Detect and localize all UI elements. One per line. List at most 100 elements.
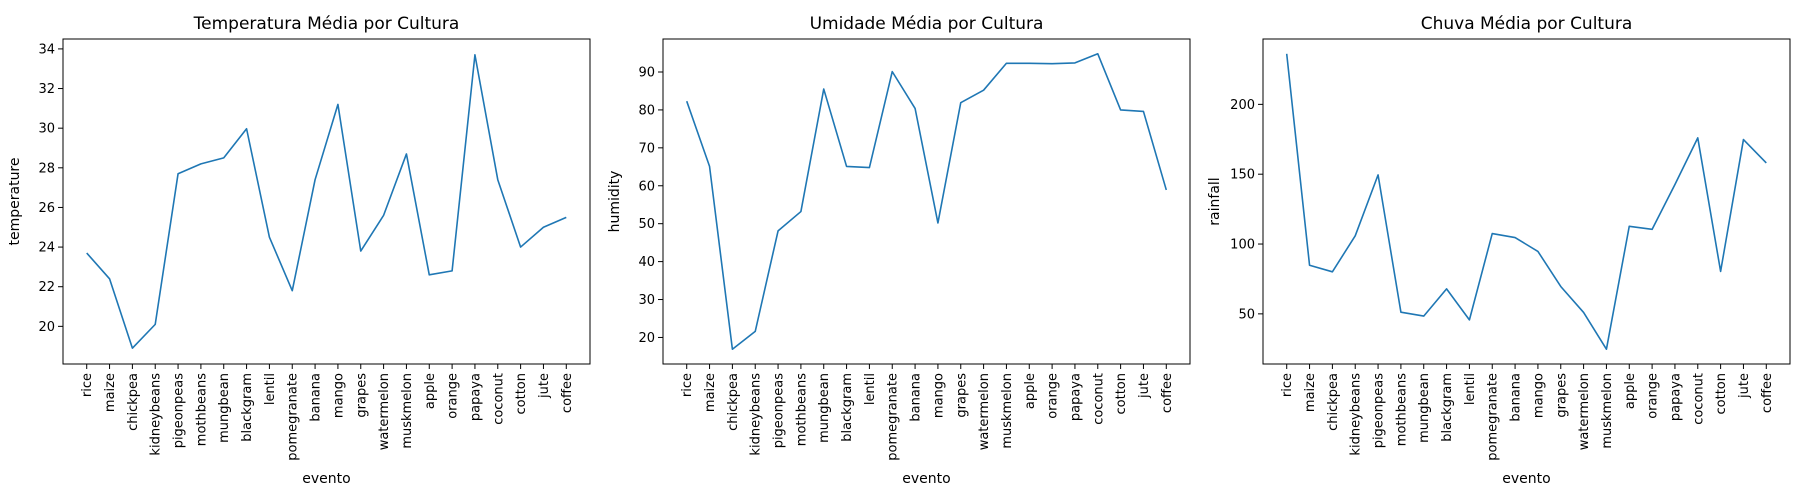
series-line <box>86 54 567 349</box>
x-tick-label: kidneybeans <box>149 373 164 456</box>
y-tick-label: 34 <box>38 42 55 57</box>
x-tick-label: orange <box>1046 373 1061 419</box>
x-tick-label: coffee <box>1760 373 1775 413</box>
x-tick-label: maize <box>1303 373 1318 412</box>
chart-panel-1: Temperatura Média por Cultura 20 22 24 26 28 3… <box>7 14 591 487</box>
x-tick-label: rice <box>680 373 695 397</box>
chart-title: Temperatura Média por Cultura <box>193 14 460 34</box>
x-axis-label: evento <box>1502 471 1550 487</box>
x-tick-label: pigeonpeas <box>1372 373 1387 449</box>
chart-panel-2: Umidade Média por Cultura 20 30 40 50 60 70 80 9… <box>607 14 1191 487</box>
x-tick-label: papaya <box>1668 373 1683 421</box>
y-tick-label: 60 <box>638 179 655 194</box>
x-tick-label: banana <box>909 373 924 422</box>
x-tick-label: blackgram <box>240 373 255 442</box>
x-tick-label: kidneybeans <box>749 373 764 456</box>
y-tick-label: 30 <box>38 122 55 137</box>
x-tick-label: blackgram <box>840 373 855 442</box>
x-tick-label: banana <box>309 373 324 422</box>
y-tick-label: 32 <box>38 82 55 97</box>
chart-title: Umidade Média por Cultura <box>810 14 1044 34</box>
x-tick-label: apple <box>1023 373 1038 409</box>
x-tick-label: muskmelon <box>1000 373 1015 449</box>
x-tick-label: coffee <box>560 373 575 413</box>
x-tick-label: coconut <box>491 373 506 425</box>
y-tick-label: 200 <box>1230 98 1255 113</box>
y-tick-label: 30 <box>638 293 655 308</box>
y-tick-label: 100 <box>1230 238 1255 253</box>
plot-frame <box>1262 38 1791 365</box>
x-tick-label: mungbean <box>1417 373 1432 443</box>
x-tick-label: cotton <box>514 373 529 415</box>
x-tick-label: mango <box>331 373 346 418</box>
x-tick-label: mango <box>931 373 946 418</box>
x-tick-label: grapes <box>354 373 369 418</box>
y-tick-label: 24 <box>38 241 55 256</box>
x-tick-label: pomegranate <box>1486 373 1501 461</box>
x-tick-label: jute <box>1137 373 1152 399</box>
y-tick-label: 40 <box>638 255 655 270</box>
x-tick-label: jute <box>1737 373 1752 399</box>
x-tick-label: banana <box>1509 373 1524 422</box>
x-tick-label: mothbeans <box>1394 373 1409 446</box>
series-line <box>685 52 1168 351</box>
x-tick-label: apple <box>423 373 438 409</box>
x-axis-label: evento <box>902 471 950 487</box>
x-tick-label: coconut <box>1691 373 1706 425</box>
y-axis-label: temperature <box>7 158 23 246</box>
x-tick-label: rice <box>1280 373 1295 397</box>
x-tick-label: maize <box>703 373 718 412</box>
x-tick-label: lentil <box>863 373 878 405</box>
y-tick-label: 26 <box>38 201 55 216</box>
x-tick-label: cotton <box>1114 373 1129 415</box>
x-tick-label: chickpea <box>126 373 141 431</box>
x-tick-label: papaya <box>1068 373 1083 421</box>
x-tick-label: lentil <box>263 373 278 405</box>
x-tick-label: rice <box>80 373 95 397</box>
x-tick-label: pomegranate <box>886 373 901 461</box>
x-tick-label: papaya <box>468 373 483 421</box>
y-tick-label: 50 <box>638 217 655 232</box>
x-tick-label: muskmelon <box>1600 373 1615 449</box>
x-tick-label: watermelon <box>977 373 992 450</box>
y-tick-label: 20 <box>38 320 55 335</box>
x-tick-label: lentil <box>1463 373 1478 405</box>
plot-frame <box>662 38 1191 365</box>
x-tick-label: cotton <box>1714 373 1729 415</box>
y-tick-label: 80 <box>638 103 655 118</box>
x-tick-label: chickpea <box>726 373 741 431</box>
x-tick-label: pigeonpeas <box>172 373 187 449</box>
y-axis-label: humidity <box>607 171 623 233</box>
y-tick-label: 22 <box>38 280 55 295</box>
series-line <box>1285 53 1767 351</box>
x-tick-label: grapes <box>1554 373 1569 418</box>
x-tick-label: pomegranate <box>286 373 301 461</box>
x-tick-label: mothbeans <box>794 373 809 446</box>
x-tick-label: muskmelon <box>400 373 415 449</box>
y-tick-label: 28 <box>38 161 55 176</box>
x-tick-label: watermelon <box>377 373 392 450</box>
x-tick-label: orange <box>446 373 461 419</box>
x-tick-label: orange <box>1646 373 1661 419</box>
x-tick-label: grapes <box>954 373 969 418</box>
x-tick-label: kidneybeans <box>1349 373 1364 456</box>
y-tick-label: 150 <box>1230 168 1255 183</box>
y-tick-label: 20 <box>638 331 655 346</box>
x-tick-label: coffee <box>1160 373 1175 413</box>
x-tick-label: mothbeans <box>194 373 209 446</box>
y-tick-label: 90 <box>638 65 655 80</box>
y-axis-label: rainfall <box>1207 177 1223 225</box>
x-tick-label: mango <box>1531 373 1546 418</box>
chart-title: Chuva Média por Cultura <box>1421 14 1633 34</box>
plot-frame <box>62 38 591 365</box>
x-tick-label: watermelon <box>1577 373 1592 450</box>
y-tick-label: 70 <box>638 141 655 156</box>
x-tick-label: blackgram <box>1440 373 1455 442</box>
x-tick-label: maize <box>103 373 118 412</box>
x-tick-label: jute <box>537 373 552 399</box>
x-tick-label: pigeonpeas <box>772 373 787 449</box>
y-tick-label: 50 <box>1238 307 1255 322</box>
x-tick-label: mungbean <box>817 373 832 443</box>
